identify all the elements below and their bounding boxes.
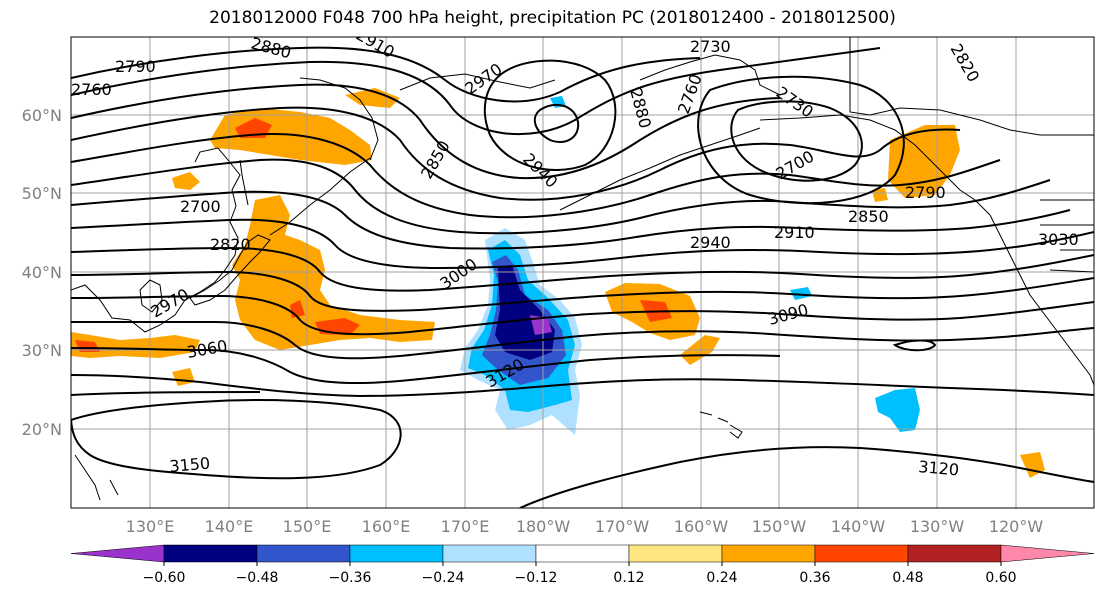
precip-area-alaska-small — [872, 188, 888, 202]
coast-russia-ne — [399, 73, 556, 91]
colorbar-tick-label: 0.36 — [799, 570, 830, 586]
colorbar-bin — [349, 544, 444, 563]
lat-tick-label: 50°N — [22, 184, 62, 203]
lon-axis: 130°E 140°E 150°E 160°E 170°E 180°W 170°… — [126, 517, 1044, 536]
colorbar-tick-label: 0.48 — [892, 570, 923, 586]
coast-sakhalin — [239, 159, 249, 206]
coast-alaska-south — [759, 114, 991, 216]
contour-label: 3030 — [1038, 230, 1079, 249]
lat-tick-label: 40°N — [22, 263, 62, 282]
lon-tick-label: 140°W — [831, 517, 886, 536]
colorbar-tick-label: −0.60 — [143, 570, 186, 586]
lon-tick-label: 180°W — [516, 517, 571, 536]
coast-east-asia — [71, 147, 241, 333]
colorbar-tick-label: 0.60 — [985, 570, 1016, 586]
colorbar-bin — [907, 544, 1002, 563]
colorbar-bin — [70, 544, 165, 563]
colorbar-tick-label: −0.48 — [236, 570, 279, 586]
contour-label: 3150 — [169, 454, 211, 476]
colorbar: −0.60 −0.48 −0.36 −0.24 −0.12 0.12 0.24 0.36 0.4… — [70, 544, 1095, 586]
coast-philippines — [74, 454, 119, 501]
lon-tick-label: 150°W — [752, 517, 807, 536]
colorbar-bin — [721, 544, 816, 563]
precip-area-small-west — [172, 172, 200, 190]
contour-label: 2700 — [180, 197, 221, 216]
contour-label: 2790 — [905, 183, 946, 202]
contour-label: 2850 — [848, 207, 889, 226]
precip-area-alaska — [888, 125, 960, 198]
colorbar-bin — [163, 544, 258, 563]
colorbar-bin — [628, 544, 723, 563]
coast-kamchatka — [299, 77, 379, 161]
lon-tick-label: 150°E — [283, 517, 332, 536]
precip-shading — [71, 88, 1045, 478]
colorbar-bin — [814, 544, 909, 563]
lon-tick-label: 120°W — [989, 517, 1044, 536]
plot-frame — [70, 36, 1095, 509]
precip-negative-east — [875, 388, 920, 432]
lon-tick-label: 160°E — [362, 517, 411, 536]
lon-tick-label: 170°W — [595, 517, 650, 536]
colorbar-tick-label: 0.24 — [706, 570, 737, 586]
contour-label: 3120 — [918, 457, 960, 479]
lon-tick-label: 140°E — [205, 517, 254, 536]
colorbar-bin — [535, 544, 630, 563]
contour-label: 2790 — [115, 57, 156, 76]
colorbar-bin — [442, 544, 537, 563]
coast-kurils — [269, 157, 371, 236]
lat-tick-label: 30°N — [22, 341, 62, 360]
coast-us-states — [1040, 199, 1094, 273]
colorbar-bin — [1000, 544, 1095, 563]
lat-tick-label: 20°N — [22, 420, 62, 439]
coast-hawaii — [699, 411, 743, 439]
lon-tick-label: 130°E — [126, 517, 175, 536]
contour-label: 2730 — [690, 37, 731, 56]
coast-alaska-west — [639, 54, 781, 96]
colorbar-bin — [256, 544, 351, 563]
contour-label: 2910 — [774, 223, 815, 242]
map-title: 2018012000 F048 700 hPa height, precipit… — [209, 8, 896, 28]
lon-tick-label: 160°W — [674, 517, 729, 536]
lon-tick-label: 130°W — [910, 517, 965, 536]
precip-negative-main-4 — [495, 265, 555, 360]
height-contours — [71, 46, 1094, 508]
precip-area-japan — [232, 195, 435, 350]
precip-area-china — [71, 332, 200, 358]
lat-tick-label: 60°N — [22, 106, 62, 125]
lon-tick-label: 170°E — [441, 517, 490, 536]
precip-negative-east-2 — [790, 287, 812, 300]
coast-canada-border — [849, 37, 1094, 136]
coast-na-west — [989, 214, 1094, 386]
contour-label: 2820 — [210, 235, 251, 254]
colorbar-tick-label: −0.12 — [515, 570, 558, 586]
contour-label: 2940 — [690, 233, 731, 252]
precip-negative-main-5 — [530, 315, 552, 335]
colorbar-tick-label: 0.12 — [613, 570, 644, 586]
precip-area-okhotsk-core — [235, 118, 272, 138]
lat-axis: 60°N 50°N 40°N 30°N 20°N — [22, 106, 62, 439]
contour-label: 2760 — [71, 80, 112, 99]
coast-korea — [139, 279, 163, 313]
colorbar-tick-label: −0.24 — [422, 570, 465, 586]
colorbar-tick-label: −0.36 — [329, 570, 372, 586]
